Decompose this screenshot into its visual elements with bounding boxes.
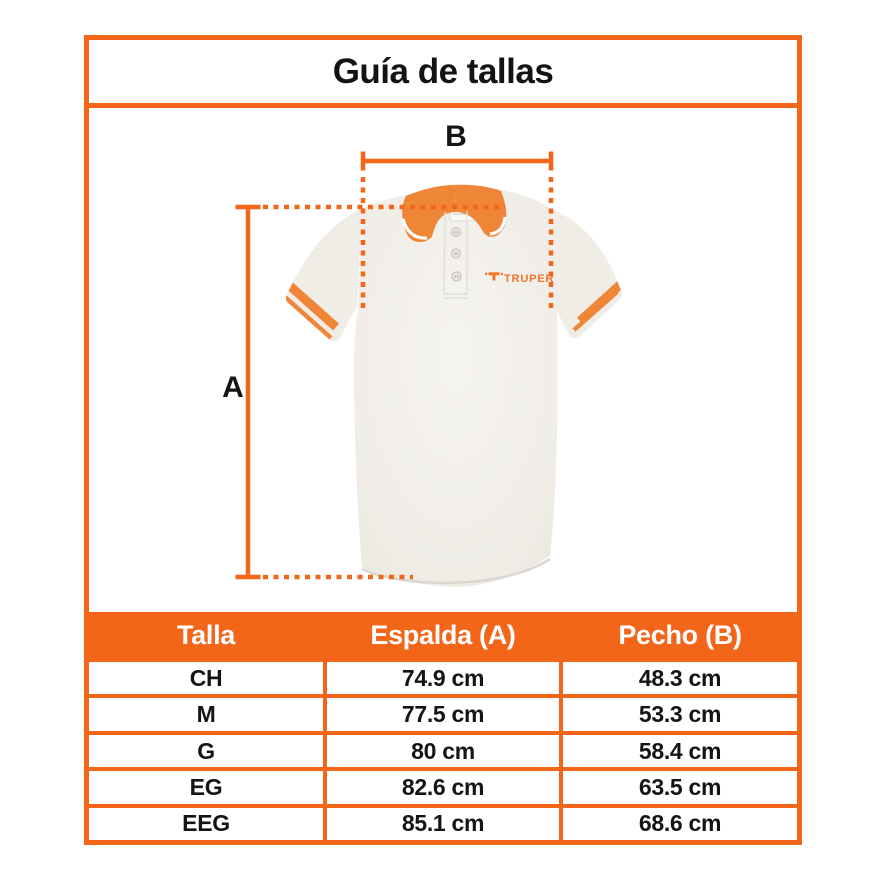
- table-row: M 77.5 cm 53.3 cm: [89, 694, 797, 735]
- size-table: Talla Espalda (A) Pecho (B) CH 74.9 cm 4…: [89, 612, 797, 840]
- size-cell: CH: [89, 657, 327, 699]
- button: [450, 226, 462, 238]
- left-sleeve: [286, 208, 363, 342]
- title-bar: Guía de tallas: [89, 40, 797, 108]
- buttons: [450, 226, 462, 282]
- button: [450, 248, 462, 259]
- table-row: CH 74.9 cm 48.3 cm: [89, 657, 797, 699]
- pecho-cell: 58.4 cm: [559, 730, 797, 772]
- espalda-cell: 85.1 cm: [323, 803, 563, 840]
- header-espalda: Espalda (A): [323, 612, 563, 662]
- label-b: B: [445, 120, 467, 153]
- size-cell: EG: [89, 767, 327, 808]
- espalda-cell: 74.9 cm: [323, 657, 563, 699]
- shirt-body: [354, 189, 558, 587]
- polo-shirt-illustration: TRUPER B A: [222, 120, 622, 587]
- b-measure-caps: [360, 151, 554, 171]
- left-cuff-band: [287, 282, 339, 331]
- placket: [443, 211, 468, 299]
- a-measure-caps: [235, 204, 261, 580]
- collar: [401, 184, 507, 242]
- table-row: G 80 cm 58.4 cm: [89, 730, 797, 772]
- label-a: A: [222, 371, 244, 404]
- header-pecho: Pecho (B): [559, 612, 797, 662]
- pecho-cell: 53.3 cm: [559, 694, 797, 735]
- pecho-cell: 48.3 cm: [559, 657, 797, 699]
- table-header-row: Talla Espalda (A) Pecho (B): [89, 612, 797, 662]
- size-cell: EEG: [89, 803, 327, 840]
- espalda-cell: 80 cm: [323, 730, 563, 772]
- truper-logo-text: TRUPER: [504, 273, 554, 285]
- size-cell: G: [89, 730, 327, 772]
- right-cuff-band: [576, 280, 622, 325]
- shirt-diagram: TRUPER B A: [89, 108, 797, 612]
- collar-stripe-right: [489, 216, 507, 236]
- left-cuff-stripe: [286, 295, 333, 340]
- truper-logo: TRUPER: [485, 272, 554, 285]
- truper-logo-icon: [485, 272, 503, 281]
- table-row: EG 82.6 cm 63.5 cm: [89, 767, 797, 808]
- espalda-cell: 82.6 cm: [323, 767, 563, 808]
- collar-stripe-left: [401, 218, 428, 240]
- size-guide-frame: Guía de tallas: [84, 35, 802, 845]
- pecho-cell: 63.5 cm: [559, 767, 797, 808]
- button: [451, 271, 462, 282]
- size-cell: M: [89, 694, 327, 735]
- right-sleeve: [551, 210, 622, 339]
- measure-a: [235, 204, 505, 580]
- right-cuff-stripe: [572, 290, 619, 332]
- measure-b: [360, 151, 554, 309]
- header-talla: Talla: [89, 612, 327, 662]
- pecho-cell: 68.6 cm: [559, 803, 797, 840]
- page-title: Guía de tallas: [332, 51, 554, 91]
- espalda-cell: 77.5 cm: [323, 694, 563, 735]
- table-row: EEG 85.1 cm 68.6 cm: [89, 803, 797, 840]
